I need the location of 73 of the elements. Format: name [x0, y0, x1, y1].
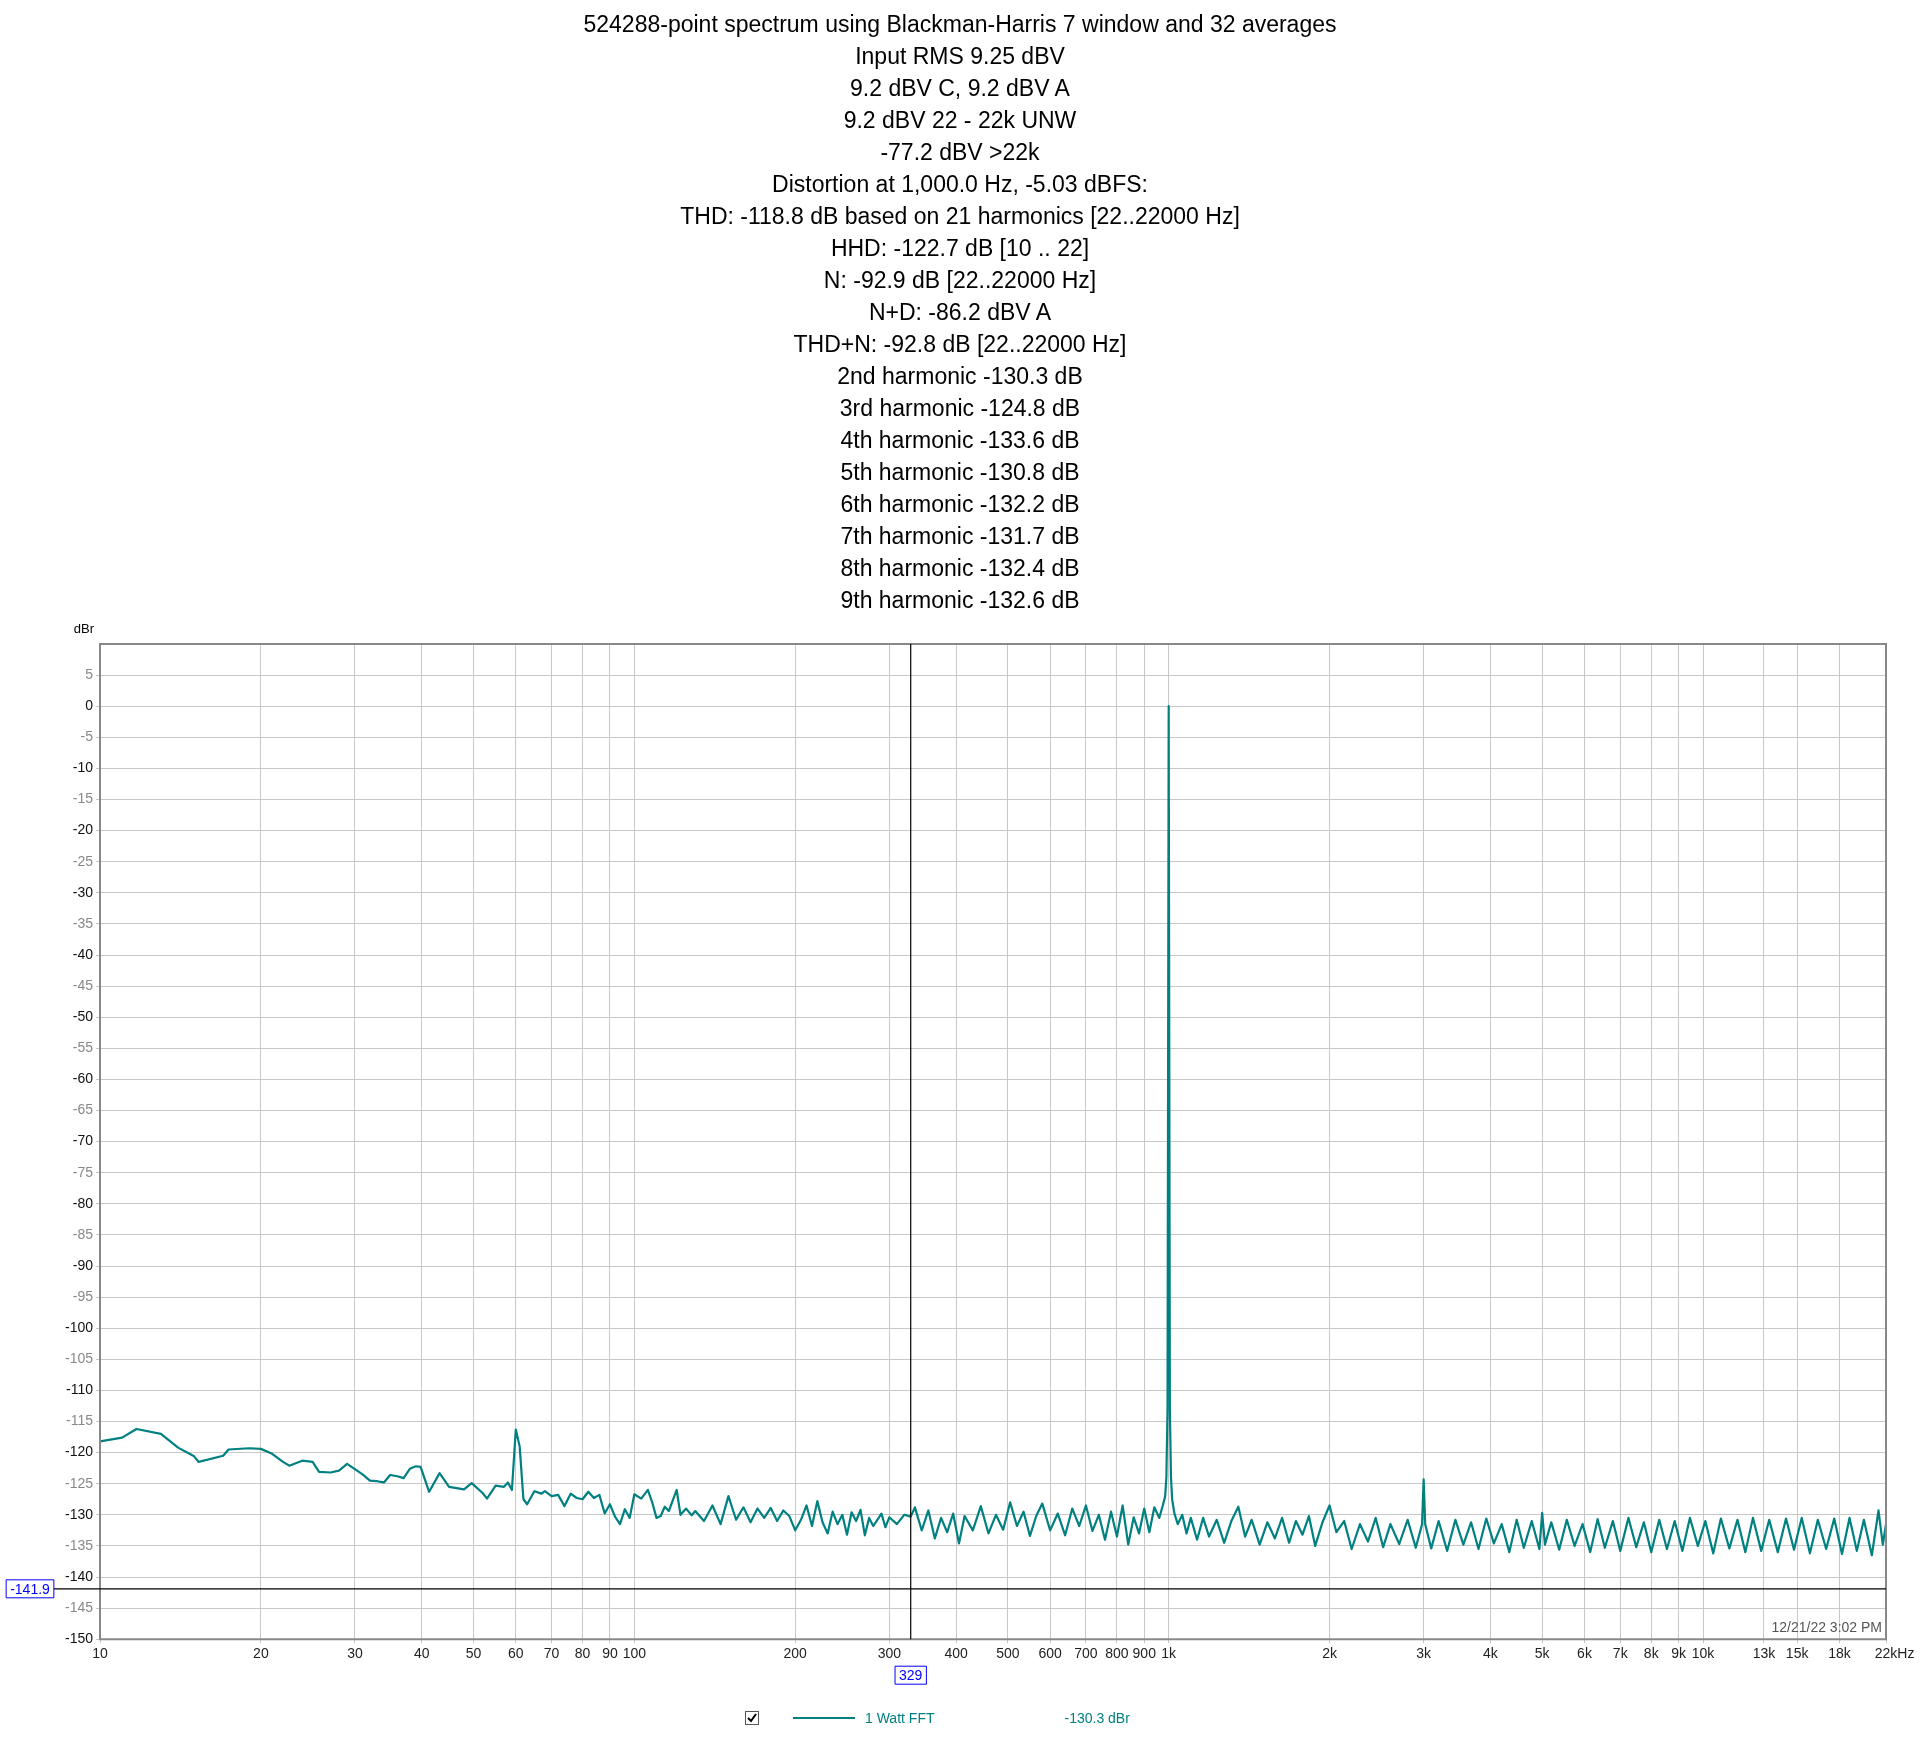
x-tick-label: 18k — [1828, 1645, 1852, 1662]
y-tick-label: -140 — [64, 1567, 94, 1584]
y-tick-label: -65 — [72, 1101, 94, 1118]
x-tick-label: 200 — [783, 1645, 808, 1662]
x-tick-label: 10 — [92, 1645, 109, 1662]
x-tick-label: 800 — [1105, 1645, 1129, 1662]
x-tick-label: 8k — [1643, 1645, 1660, 1662]
x-tick-label: 900 — [1132, 1645, 1157, 1662]
y-tick-label: -75 — [72, 1163, 94, 1180]
y-tick-label: -15 — [72, 790, 94, 807]
x-tick-label: 2k — [1322, 1645, 1338, 1662]
y-tick-label: -50 — [72, 1008, 94, 1025]
y-tick-label: -110 — [66, 1381, 94, 1398]
x-tick-label: 6k — [1577, 1645, 1593, 1662]
y-tick-label: -115 — [66, 1412, 94, 1429]
y-axis-title: dBr — [73, 621, 95, 637]
y-tick-label: -85 — [72, 1225, 94, 1242]
x-tick-label: 9k — [1671, 1645, 1687, 1662]
x-tick-label: 90 — [602, 1645, 618, 1662]
x-tick-label: 40 — [413, 1645, 430, 1662]
x-tick-label: 10k — [1691, 1645, 1716, 1662]
ref-line-label: 329 — [899, 1667, 923, 1684]
x-tick-label: 13k — [1752, 1645, 1777, 1662]
x-tick-label: 60 — [508, 1645, 524, 1662]
x-tick-label: 100 — [622, 1645, 647, 1662]
x-tick-label: 5k — [1534, 1645, 1551, 1662]
text: -130.3 dBr — [1064, 1710, 1130, 1726]
x-tick-label: 50 — [465, 1645, 482, 1662]
y-tick-label: -45 — [72, 976, 94, 993]
y-tick-label: -130 — [64, 1505, 94, 1522]
y-tick-label: -5 — [80, 728, 94, 745]
x-tick-label: 300 — [877, 1645, 902, 1662]
y-tick-label: -145 — [64, 1598, 94, 1615]
y-tick-label: -120 — [64, 1443, 94, 1460]
x-tick-label: 500 — [996, 1645, 1020, 1662]
x-tick-label: 30 — [347, 1645, 363, 1662]
ref-line-label: -141.9 — [10, 1580, 51, 1597]
y-tick-label: -25 — [72, 852, 94, 869]
x-tick-label: 4k — [1483, 1645, 1499, 1662]
x-tick-label: 22k — [1874, 1645, 1899, 1662]
y-tick-label: -80 — [72, 1194, 94, 1211]
legend-label: 1 Watt FFT — [865, 1710, 935, 1726]
y-tick-label: -30 — [72, 883, 94, 900]
text: Input RMS 9.25 dBV 9.2 dBV C, 9.2 dBV A 9.2 dBV 22 - 22k UNW -77.2 dBV >22k Distortion at 1,000.0 Hz, -5.03 dBFS: THD: -118.8 dB based on 21 harmonics [22..22000 Hz] HHD: -122.7 dB [10 .. 22] N: -92.9 dB [22..22000 Hz] N+D: -86.2 dBV A THD+N: -92.8 dB [22..22000 Hz] 2nd harmonic -130.3 dB 3rd harmonic -124.8 dB 4th harmonic -133.6 dB 5th harmonic -130.8 dB 6th harmonic -132.2 dB 7th harmonic -131.7 dB 8th harmonic -132.4 dB 9th harmonic -132.6 dB — [680, 43, 1240, 613]
x-tick-label: 80 — [574, 1645, 591, 1662]
x-tick-label: 15k — [1785, 1645, 1810, 1662]
y-tick-label: -150 — [64, 1630, 94, 1647]
y-tick-label: 0 — [85, 697, 94, 714]
x-tick-label: 7k — [1612, 1645, 1629, 1662]
x-tick-label: 3k — [1416, 1645, 1433, 1662]
y-tick-label: -10 — [72, 759, 94, 776]
x-tick-label: 70 — [543, 1645, 560, 1662]
y-tick-label: -35 — [72, 914, 94, 931]
x-tick-label: 700 — [1074, 1645, 1098, 1662]
annotation: 12/21/22 3:02 PM — [1771, 1619, 1882, 1636]
y-tick-label: -95 — [72, 1287, 94, 1304]
y-tick-label: -100 — [64, 1319, 94, 1336]
y-tick-label: -135 — [64, 1536, 94, 1553]
y-tick-label: -105 — [64, 1350, 94, 1367]
y-tick-label: -70 — [72, 1132, 94, 1149]
chart-title: 524288-point spectrum using Blackman-Harris 7 window and 32 averages — [582, 10, 1338, 39]
x-tick-label: 400 — [944, 1645, 968, 1662]
y-tick-label: -20 — [72, 821, 94, 838]
x-axis-title: Hz — [1897, 1645, 1915, 1662]
y-tick-label: -90 — [72, 1256, 94, 1273]
y-tick-label: -60 — [72, 1070, 94, 1087]
x-tick-label: 1k — [1161, 1645, 1178, 1662]
y-tick-label: 5 — [85, 665, 94, 682]
x-tick-label: 600 — [1038, 1645, 1063, 1662]
x-tick-label: 20 — [253, 1645, 269, 1662]
y-tick-label: -125 — [64, 1474, 94, 1491]
y-tick-label: -40 — [72, 945, 94, 962]
y-tick-label: -55 — [72, 1039, 94, 1056]
